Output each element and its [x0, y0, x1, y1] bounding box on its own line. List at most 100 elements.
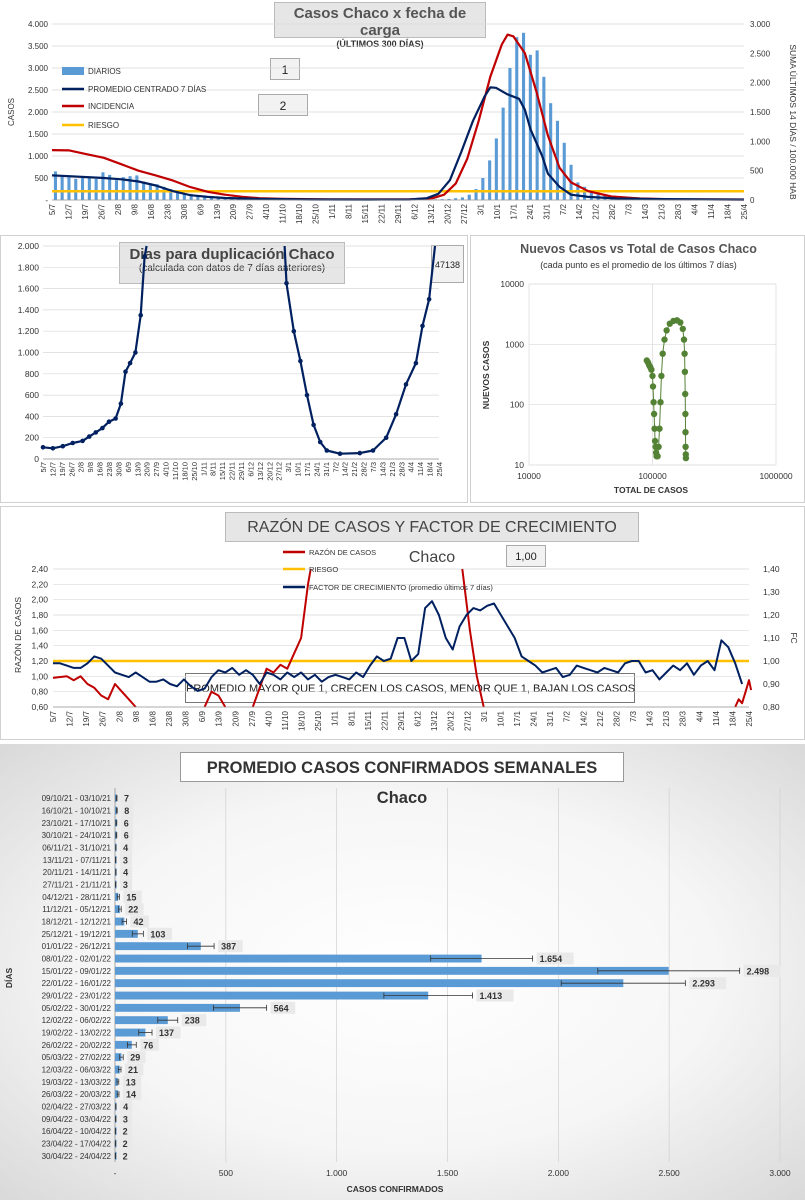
sem-bar-22	[115, 1065, 120, 1074]
scatter-point	[651, 437, 659, 445]
sem-label-8: 15	[126, 892, 136, 902]
razon-chart-panel: RAZÓN DE CASOS Y FACTOR DE CRECIMIENTO C…	[0, 506, 805, 740]
casos-title-box: Casos Chaco x fecha de carga (ÚLTIMOS 30…	[274, 2, 486, 49]
dup-point	[393, 412, 399, 417]
razon-ytick-3: 1,20	[31, 656, 48, 666]
casos-xtick-20: 22/11	[378, 203, 387, 223]
sem-category-26: 09/04/22 - 03/04/22	[42, 1115, 112, 1124]
sem-label-9: 22	[128, 905, 138, 915]
casos-bar	[501, 107, 505, 200]
sem-bar-1	[115, 806, 117, 815]
casos-bar	[474, 189, 478, 200]
casos-xtick-32: 14/2	[575, 203, 584, 219]
razon-xtick-7: 23/8	[165, 710, 174, 726]
dup-xtick-25: 27/12	[275, 462, 284, 481]
sem-category-2: 23/10/21 - 17/10/21	[42, 819, 112, 828]
scatter-chart-panel: Nuevos Casos vs Total de Casos Chaco (ca…	[470, 235, 805, 503]
sem-label-bg-9	[125, 903, 144, 916]
casos-y2tick-2: 1.000	[750, 137, 771, 146]
scatter-point	[682, 443, 689, 450]
dup-xtick-32: 14/2	[341, 462, 350, 477]
dup-point	[100, 425, 105, 431]
casos-xtick-4: 2/8	[114, 203, 123, 215]
dup-line-0	[42, 245, 148, 450]
dup-line-1	[283, 245, 437, 455]
sem-bar-20	[115, 1040, 132, 1049]
dup-xtick-6: 16/8	[96, 462, 105, 477]
sem-category-19: 19/02/22 - 13/02/22	[42, 1029, 112, 1038]
casos-bar	[81, 176, 85, 200]
sem-category-7: 27/11/21 - 21/11/21	[43, 881, 112, 890]
casos-ytick-8: 4.000	[28, 20, 49, 29]
casos-xtick-8: 30/8	[180, 203, 189, 219]
casos-legend-label-0: DIARIOS	[88, 67, 121, 76]
dup-xtick-42: 25/4	[435, 462, 444, 477]
sem-xtick-6: 3.000	[769, 1168, 791, 1178]
sem-label-bg-0	[121, 792, 134, 805]
razon-legend-label-0: RAZÓN DE CASOS	[309, 548, 376, 557]
sem-label-2: 6	[124, 818, 129, 828]
dup-ytick-9: 1.800	[18, 262, 40, 272]
sem-category-13: 08/01/22 - 02/01/22	[42, 955, 112, 964]
dup-point	[106, 419, 112, 424]
dup-xtick-24: 20/12	[265, 462, 274, 481]
scatter-point	[680, 336, 688, 343]
sem-label-bg-23	[122, 1075, 142, 1088]
sem-category-25: 02/04/22 - 27/03/22	[42, 1103, 112, 1112]
sem-label-bg-24	[123, 1088, 142, 1101]
sem-label-bg-19	[156, 1026, 181, 1039]
dup-point	[70, 440, 75, 446]
dup-xtick-31: 7/2	[331, 462, 340, 472]
razon-xtick-37: 21/3	[662, 710, 671, 726]
sem-label-1: 8	[124, 806, 129, 816]
razon-xtick-6: 16/8	[148, 710, 157, 726]
scatter-point	[656, 425, 663, 432]
razon-xtick-5: 9/8	[132, 710, 141, 722]
scatter-point	[663, 327, 670, 334]
sem-label-bg-17	[270, 1001, 296, 1014]
casos-xtick-22: 6/12	[410, 203, 419, 219]
dup-point	[311, 422, 316, 428]
casos-ylabel: CASOS	[7, 98, 16, 126]
scatter-xtick-1: 100000	[638, 471, 667, 481]
dup-ytick-7: 1.400	[18, 305, 40, 315]
semanales-plot: - 500 1.000 1.500 2.000 2.500 3.000 CASOS CONFI…	[4, 788, 791, 1194]
sem-category-21: 05/03/22 - 27/02/22	[42, 1053, 112, 1062]
dup-point	[291, 328, 297, 334]
casos-xtick-21: 29/11	[394, 203, 403, 223]
sem-label-20: 76	[143, 1040, 153, 1050]
casos-bar	[121, 177, 125, 200]
dup-point	[420, 323, 425, 329]
casos-xtick-37: 21/3	[658, 203, 667, 219]
sem-category-16: 29/01/22 - 23/01/22	[42, 992, 112, 1001]
dup-point	[138, 312, 143, 318]
sem-category-15: 22/01/22 - 16/01/22	[42, 979, 112, 988]
sem-bar-23	[115, 1077, 118, 1086]
casos-promedio-line	[51, 86, 745, 201]
casos-ytick-1: 500	[35, 174, 49, 183]
scatter-point	[682, 429, 689, 436]
sem-category-24: 26/03/22 - 20/03/22	[42, 1090, 112, 1099]
sem-label-bg-4	[120, 841, 133, 854]
dup-ytick-10: 2.000	[18, 241, 40, 251]
sem-xtick-0: -	[114, 1168, 117, 1178]
sem-label-28: 2	[123, 1139, 128, 1149]
razon-y2tick-1: 0,90	[763, 679, 780, 689]
casos-bar	[169, 189, 173, 200]
dup-xtick-14: 11/10	[171, 462, 180, 480]
casos-bar	[467, 194, 471, 200]
sem-bar-17	[115, 1003, 240, 1012]
casos-bar	[74, 178, 78, 200]
casos-bar	[209, 196, 213, 200]
casos-y2tick-0: 0	[750, 196, 755, 205]
scatter-point	[681, 368, 689, 375]
dup-xtick-28: 17/1	[303, 462, 312, 477]
razon-xtick-18: 8/11	[347, 710, 356, 726]
razon-xtick-31: 7/2	[563, 710, 572, 722]
dup-ytick-1: 200	[25, 433, 39, 443]
razon-xtick-11: 20/9	[231, 710, 240, 726]
razon-y2label: FC	[789, 632, 799, 643]
scatter-point	[654, 453, 661, 460]
casos-bar	[101, 172, 105, 200]
dup-xtick-40: 11/4	[416, 462, 425, 476]
